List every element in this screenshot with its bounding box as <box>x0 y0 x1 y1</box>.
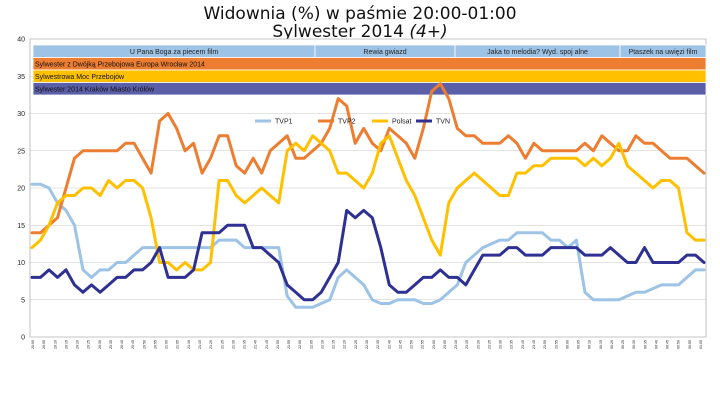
x-tick-label: 22:50 <box>410 340 414 349</box>
x-tick-label: 21:40 <box>254 340 258 349</box>
chart-subtitle: Sylwester 2014 (4+) <box>0 22 720 42</box>
legend-label-tvp1: TVP1 <box>275 119 293 126</box>
x-tick-label: 23:10 <box>454 340 458 349</box>
program-label: U Pana Boga za piecem film <box>130 49 218 56</box>
x-tick-label: 22:20 <box>343 340 347 349</box>
x-tick-label: 20:05 <box>42 340 46 349</box>
x-tick-label: 23:30 <box>499 340 503 349</box>
x-tick-label: 22:00 <box>298 340 302 349</box>
x-tick-label: 20:40 <box>120 340 124 349</box>
y-tick-label: 20 <box>17 186 25 193</box>
x-tick-label: 21:35 <box>243 340 247 349</box>
subtitle-main: Sylwester 2014 <box>272 22 410 42</box>
x-tick-label: 20:30 <box>98 340 102 349</box>
x-tick-label: 21:00 <box>165 340 169 349</box>
x-tick-label: 23:15 <box>465 340 469 349</box>
x-tick-label: 21:10 <box>187 340 191 349</box>
legend-label-tvn: TVN <box>436 119 450 126</box>
y-tick-label: 0 <box>21 335 25 342</box>
x-tick-label: 21:15 <box>198 340 202 349</box>
y-tick-label: 30 <box>17 111 25 118</box>
x-tick-label: 22:15 <box>332 340 336 349</box>
y-tick-label: 40 <box>17 37 25 44</box>
x-tick-label: 23:45 <box>532 340 536 349</box>
x-tick-label: 20:20 <box>76 340 80 349</box>
series-line-tvn <box>30 208 706 302</box>
x-tick-label: 23:25 <box>487 340 491 349</box>
x-tick-label: 23:40 <box>521 340 525 349</box>
x-tick-label: 00:45 <box>666 340 670 349</box>
x-tick-label: 20:25 <box>87 340 91 349</box>
x-tick-label: 00:35 <box>643 340 647 349</box>
x-tick-label: 23:35 <box>510 340 514 349</box>
x-tick-label: 22:25 <box>354 340 358 349</box>
x-tick-label: 20:35 <box>109 340 113 349</box>
x-tick-label: 22:45 <box>398 340 402 349</box>
x-tick-label: 20:50 <box>142 340 146 349</box>
program-band <box>32 69 707 83</box>
x-tick-label: 00:55 <box>688 340 692 349</box>
x-tick-label: 21:50 <box>276 340 280 349</box>
x-tick-label: 00:05 <box>577 340 581 349</box>
x-tick-label: 22:55 <box>421 340 425 349</box>
legend-label-polsat: Polsat <box>392 119 412 126</box>
program-label: Jaka to melodia? Wyd. spoj alne <box>487 49 588 56</box>
x-tick-label: 00:25 <box>621 340 625 349</box>
y-tick-label: 35 <box>17 74 25 81</box>
x-tick-label: 21:55 <box>287 340 291 349</box>
x-tick-label: 00:50 <box>677 340 681 349</box>
x-tick-label: 22:05 <box>309 340 313 349</box>
x-tick-label: 22:40 <box>387 340 391 349</box>
y-tick-label: 10 <box>17 260 25 267</box>
x-tick-label: 23:05 <box>443 340 447 349</box>
x-tick-label: 22:30 <box>365 340 369 349</box>
x-tick-label: 22:35 <box>376 340 380 349</box>
series-line-tvp2 <box>30 82 706 235</box>
series-line-polsat <box>30 134 706 272</box>
x-tick-label: 21:20 <box>209 340 213 349</box>
x-tick-label: 21:05 <box>176 340 180 349</box>
legend-label-tvp2: TVP2 <box>338 119 356 126</box>
program-band <box>32 82 707 96</box>
x-tick-label: 20:10 <box>53 340 57 349</box>
x-tick-label: 21:25 <box>220 340 224 349</box>
x-tick-label: 23:20 <box>476 340 480 349</box>
x-tick-label: 00:40 <box>654 340 658 349</box>
x-tick-label: 20:45 <box>131 340 135 349</box>
x-tick-label: 00:15 <box>599 340 603 349</box>
program-label: Rewia gwiazd <box>363 49 406 56</box>
program-label: Ptaszek na uwięzi film <box>629 49 698 56</box>
x-tick-label: 00:10 <box>588 340 592 349</box>
x-tick-label: 00:00 <box>565 340 569 349</box>
x-tick-label: 20:15 <box>64 340 68 349</box>
program-label: Sylwester 2014 Kraków Miasto Królów <box>35 87 155 94</box>
y-tick-label: 15 <box>17 223 25 230</box>
x-tick-label: 23:00 <box>432 340 436 349</box>
x-tick-label: 00:20 <box>610 340 614 349</box>
x-tick-label: 01:00 <box>699 340 703 349</box>
x-tick-label: 22:10 <box>320 340 324 349</box>
x-tick-label: 20:55 <box>153 340 157 349</box>
subtitle-audience: (4+) <box>409 22 448 42</box>
x-tick-label: 23:55 <box>554 340 558 349</box>
series-line-tvp1 <box>30 182 706 309</box>
x-tick-label: 00:30 <box>632 340 636 349</box>
x-tick-label: 20:00 <box>31 340 35 349</box>
x-tick-label: 21:45 <box>265 340 269 349</box>
program-label: Sylwester z Dwójką Przebojowa Europa Wro… <box>35 62 205 69</box>
y-tick-label: 5 <box>21 297 25 304</box>
chart-title: Widownia (%) w paśmie 20:00-01:00 <box>203 4 517 24</box>
program-label: Sylwestrowa Moc Przebojów <box>35 74 125 81</box>
y-tick-label: 25 <box>17 148 25 155</box>
x-tick-label: 21:30 <box>231 340 235 349</box>
x-tick-label: 23:50 <box>543 340 547 349</box>
